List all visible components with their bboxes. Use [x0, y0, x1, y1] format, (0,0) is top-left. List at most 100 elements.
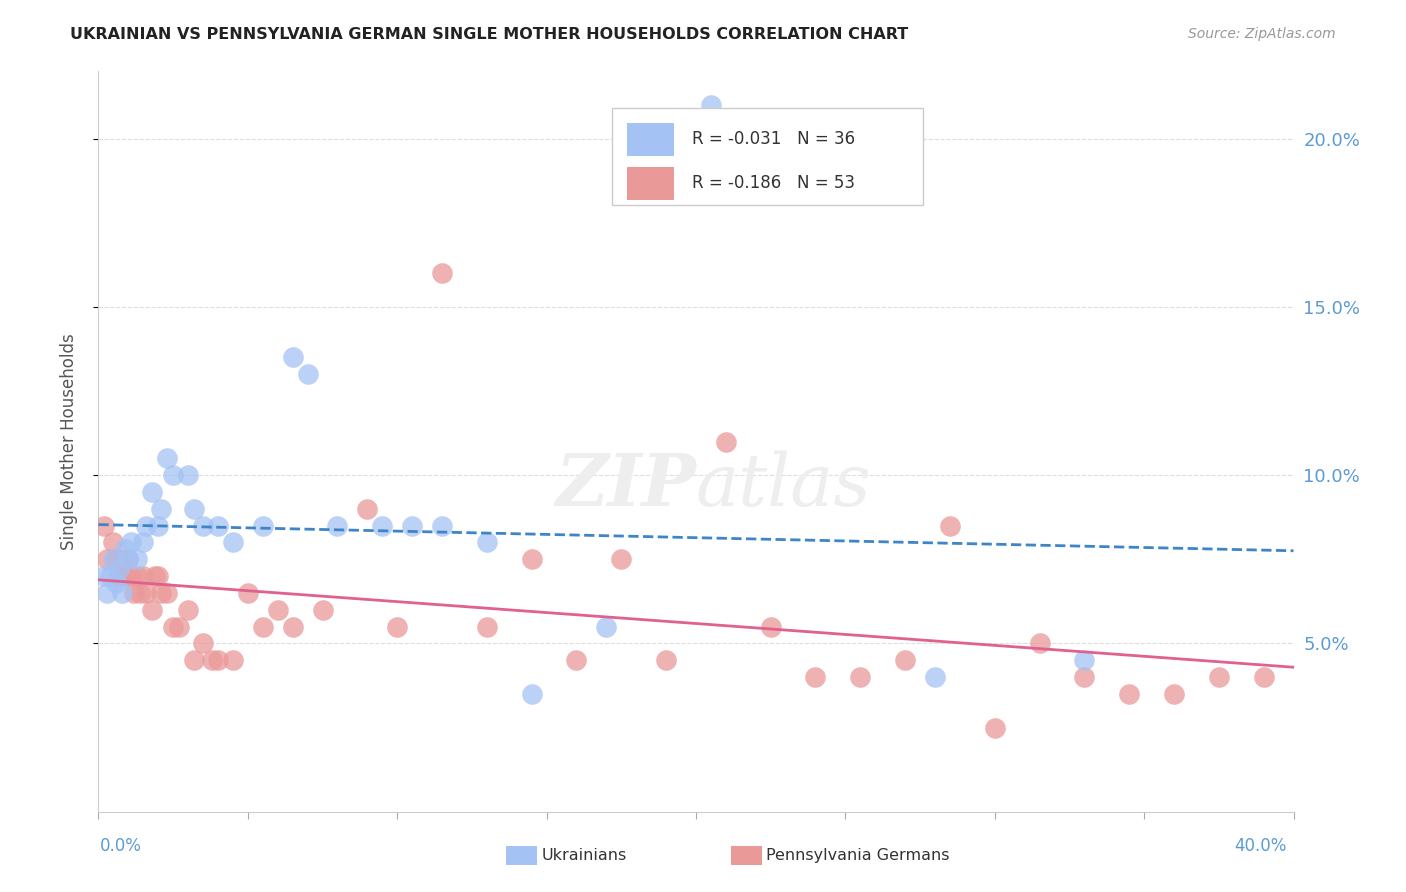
Point: [475, 535, 498, 549]
Point: [167, 619, 190, 633]
Point: [1253, 670, 1275, 684]
Point: [135, 518, 157, 533]
Point: [114, 542, 136, 557]
Point: [610, 552, 633, 566]
Point: [759, 619, 782, 633]
Text: Ukrainians: Ukrainians: [541, 848, 627, 863]
Point: [148, 569, 170, 583]
Text: Pennsylvania Germans: Pennsylvania Germans: [766, 848, 950, 863]
Point: [430, 518, 453, 533]
Point: [356, 501, 378, 516]
Text: R = -0.186   N = 53: R = -0.186 N = 53: [692, 175, 855, 193]
Point: [475, 619, 498, 633]
Text: Source: ZipAtlas.com: Source: ZipAtlas.com: [1188, 27, 1336, 41]
Point: [430, 266, 453, 280]
Point: [98, 569, 122, 583]
Point: [111, 552, 134, 566]
Point: [150, 501, 173, 516]
Point: [1163, 687, 1185, 701]
Point: [267, 603, 290, 617]
Point: [127, 552, 149, 566]
Point: [222, 653, 245, 667]
Point: [191, 636, 214, 650]
Text: ZIP: ZIP: [555, 450, 696, 522]
Point: [191, 518, 214, 533]
Point: [156, 586, 179, 600]
Point: [326, 518, 349, 533]
Point: [520, 552, 543, 566]
Point: [117, 552, 139, 566]
Point: [96, 586, 118, 600]
Point: [105, 575, 128, 590]
Y-axis label: Single Mother Households: Single Mother Households: [59, 334, 77, 549]
Point: [108, 569, 131, 583]
Point: [114, 569, 136, 583]
Point: [132, 535, 155, 549]
Point: [105, 552, 128, 566]
Point: [655, 653, 678, 667]
FancyBboxPatch shape: [613, 109, 922, 204]
Point: [222, 535, 245, 549]
Point: [135, 586, 157, 600]
Point: [1118, 687, 1140, 701]
Point: [281, 351, 304, 365]
Point: [297, 368, 319, 382]
Point: [150, 586, 173, 600]
Point: [93, 569, 115, 583]
Point: [401, 518, 423, 533]
Point: [132, 569, 155, 583]
FancyBboxPatch shape: [627, 122, 675, 156]
Point: [93, 518, 115, 533]
Point: [162, 468, 184, 483]
Point: [177, 468, 200, 483]
Point: [156, 451, 179, 466]
Point: [207, 518, 229, 533]
Text: atlas: atlas: [696, 450, 872, 521]
FancyBboxPatch shape: [627, 167, 675, 200]
Point: [108, 562, 131, 576]
Point: [124, 586, 146, 600]
Point: [120, 569, 142, 583]
Point: [1073, 653, 1095, 667]
Point: [281, 619, 304, 633]
Point: [117, 552, 139, 566]
Point: [804, 670, 827, 684]
Point: [939, 518, 962, 533]
Point: [127, 569, 149, 583]
Point: [1208, 670, 1230, 684]
Point: [849, 670, 872, 684]
Point: [520, 687, 543, 701]
Text: UKRAINIAN VS PENNSYLVANIA GERMAN SINGLE MOTHER HOUSEHOLDS CORRELATION CHART: UKRAINIAN VS PENNSYLVANIA GERMAN SINGLE …: [70, 27, 908, 42]
Point: [700, 98, 723, 112]
Point: [141, 603, 163, 617]
Point: [143, 569, 166, 583]
Point: [236, 586, 259, 600]
Point: [183, 653, 205, 667]
Point: [385, 619, 409, 633]
Point: [120, 535, 142, 549]
Point: [894, 653, 917, 667]
Point: [1028, 636, 1050, 650]
Point: [162, 619, 184, 633]
Point: [103, 535, 125, 549]
Point: [252, 619, 274, 633]
Point: [984, 721, 1007, 735]
Point: [371, 518, 394, 533]
Point: [311, 603, 333, 617]
Point: [252, 518, 274, 533]
Point: [565, 653, 588, 667]
Point: [714, 434, 737, 449]
Point: [129, 586, 152, 600]
Point: [103, 552, 125, 566]
Text: R = -0.031   N = 36: R = -0.031 N = 36: [692, 130, 855, 148]
Point: [177, 603, 200, 617]
Point: [201, 653, 224, 667]
Text: 40.0%: 40.0%: [1234, 837, 1286, 855]
Point: [924, 670, 946, 684]
Point: [1073, 670, 1095, 684]
Point: [96, 552, 118, 566]
Point: [595, 619, 617, 633]
Point: [207, 653, 229, 667]
Point: [141, 485, 163, 500]
Point: [111, 586, 134, 600]
